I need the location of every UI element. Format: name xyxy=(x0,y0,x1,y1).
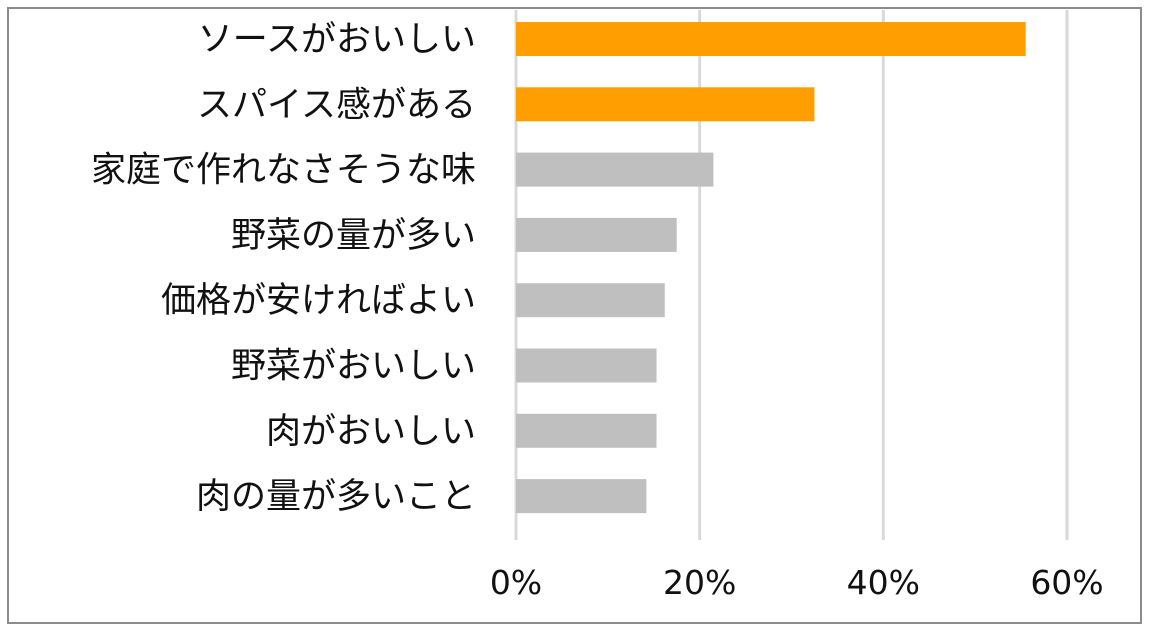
bar-layer xyxy=(516,22,1026,514)
category-label: 野菜がおいしい xyxy=(231,347,476,387)
category-label: スパイス感がある xyxy=(197,85,476,125)
x-tick-label-layer: 0% 20% 40% 60% xyxy=(490,563,1104,602)
bar xyxy=(516,217,677,252)
x-tick-label: 20% xyxy=(663,563,736,602)
bar xyxy=(516,152,714,187)
bar xyxy=(516,87,815,122)
category-label: 肉の量が多いこと xyxy=(196,477,476,517)
bar xyxy=(516,283,665,318)
category-label-layer: ソースがおいしいスパイス感がある家庭で作れなさそうな味野菜の量が多い価格が安けれ… xyxy=(91,20,476,517)
category-label: 価格が安ければよい xyxy=(161,281,476,321)
category-label: ソースがおいしい xyxy=(198,20,476,60)
category-label: 肉がおいしい xyxy=(266,412,476,452)
bar xyxy=(516,479,647,514)
x-tick-label: 0% xyxy=(490,563,542,602)
x-tick-label: 40% xyxy=(847,563,920,602)
category-label: 家庭で作れなさそうな味 xyxy=(91,151,476,191)
bar xyxy=(516,348,657,383)
x-tick-label: 60% xyxy=(1030,563,1103,602)
category-label: 野菜の量が多い xyxy=(231,216,476,256)
bar xyxy=(516,22,1026,56)
bar xyxy=(516,413,657,448)
